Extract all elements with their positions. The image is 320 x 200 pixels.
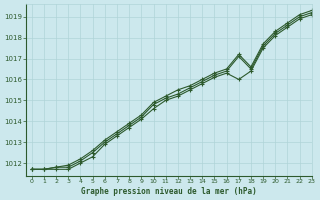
X-axis label: Graphe pression niveau de la mer (hPa): Graphe pression niveau de la mer (hPa) — [81, 187, 257, 196]
